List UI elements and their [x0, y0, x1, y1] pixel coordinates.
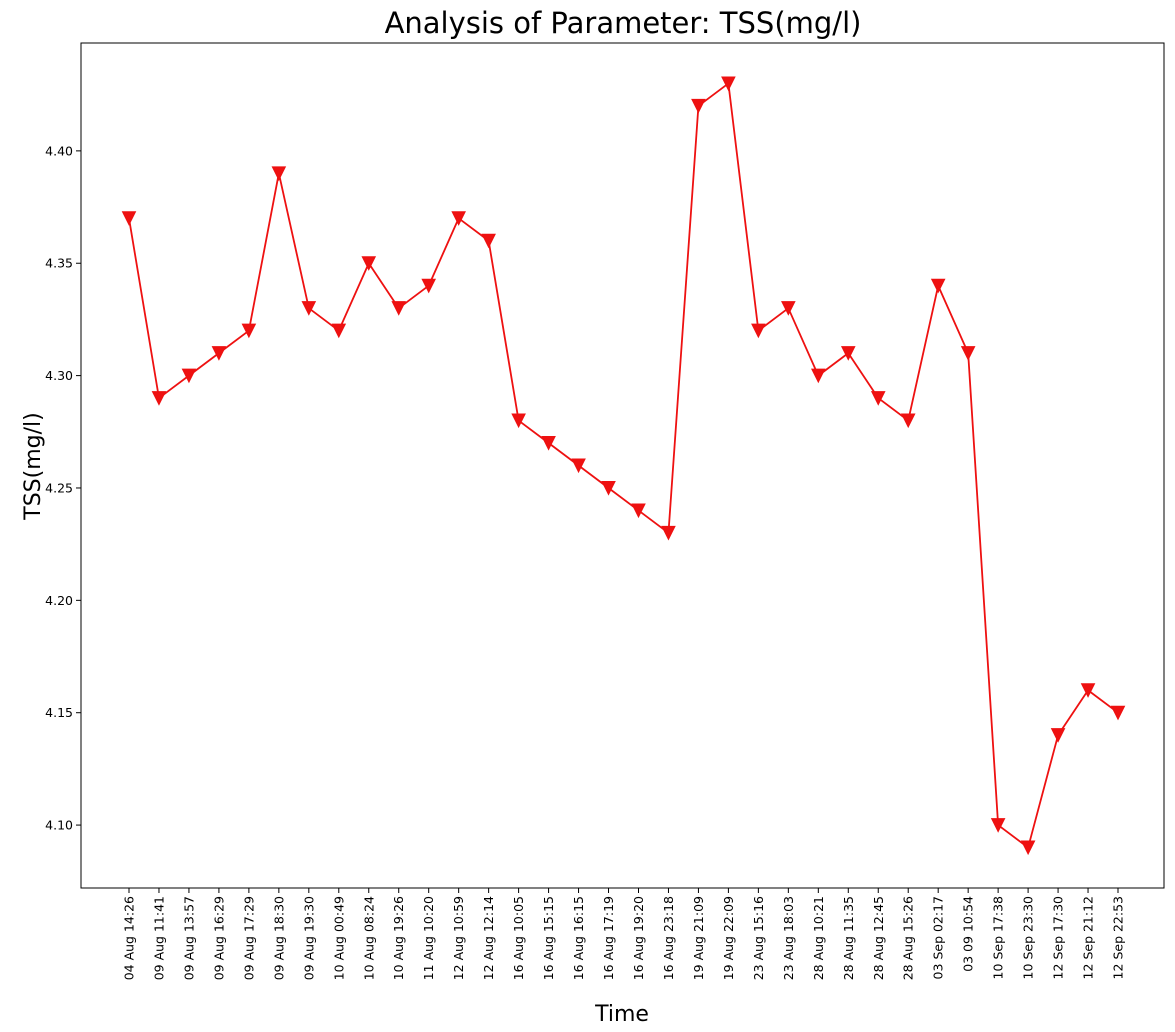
x-tick-label: 28 Aug 15:26 [901, 896, 916, 980]
data-point-marker [121, 211, 137, 226]
y-tick-label: 4.30 [45, 368, 73, 383]
x-tick-label: 28 Aug 10:21 [811, 896, 826, 980]
x-tick-label: 09 Aug 13:57 [181, 896, 196, 980]
x-tick-label: 09 Aug 16:29 [211, 896, 226, 980]
data-point-marker [391, 301, 407, 316]
data-point-marker [721, 76, 736, 92]
data-point-marker [781, 301, 796, 316]
data-point-marker [1110, 705, 1126, 721]
data-point-marker [571, 458, 586, 474]
x-tick-label: 09 Aug 11:41 [151, 896, 166, 980]
data-point-marker [271, 166, 287, 181]
series-tss [121, 76, 1126, 856]
x-tick-label: 09 Aug 18:30 [271, 896, 286, 980]
x-tick-label: 28 Aug 11:35 [841, 896, 856, 980]
data-point-marker [870, 391, 886, 406]
data-point-marker [181, 368, 197, 384]
data-point-marker [601, 480, 616, 496]
data-point-marker [990, 818, 1006, 833]
data-point-marker [331, 323, 347, 339]
data-point-marker [211, 346, 227, 361]
x-axis-ticks: 04 Aug 14:26 09 Aug 11:41 09 Aug 13:57 09 A… [122, 888, 1126, 980]
x-tick-label: 11 Aug 10:20 [421, 896, 436, 980]
data-point-marker [1080, 683, 1096, 698]
x-tick-label: 16 Aug 15:15 [541, 896, 556, 980]
x-tick-label: 23 Aug 18:03 [781, 896, 796, 980]
y-tick-label: 4.10 [45, 818, 73, 833]
x-tick-label: 23 Aug 15:16 [751, 896, 766, 980]
data-point-marker [421, 278, 437, 294]
data-point-marker [451, 211, 466, 226]
y-tick-label: 4.20 [45, 593, 73, 608]
chart-title: Analysis of Parameter: TSS(mg/l) [385, 6, 862, 40]
x-tick-label: 19 Aug 21:09 [691, 896, 706, 980]
x-tick-label: 19 Aug 22:09 [721, 896, 736, 980]
x-tick-label: 09 Aug 19:30 [301, 896, 316, 980]
data-point-marker [241, 323, 257, 339]
x-tick-label: 03 Sep 02:17 [931, 896, 946, 979]
x-tick-label: 16 Aug 17:19 [601, 896, 616, 980]
y-axis-ticks: 4.10 4.15 4.20 4.25 4.30 4.35 4.40 [45, 143, 81, 833]
x-tick-label: 12 Sep 21:12 [1081, 896, 1096, 979]
data-point-marker [751, 323, 766, 339]
data-point-marker [1020, 840, 1036, 856]
y-axis-label: TSS(mg/l) [21, 412, 46, 520]
data-point-marker [511, 413, 526, 429]
x-tick-label: 12 Sep 22:53 [1111, 896, 1126, 979]
x-tick-label: 16 Aug 10:05 [511, 896, 526, 980]
x-tick-label: 10 Aug 08:24 [361, 896, 376, 980]
x-tick-label: 10 Aug 00:49 [331, 896, 346, 980]
y-tick-label: 4.15 [45, 705, 73, 720]
data-point-marker [900, 413, 916, 429]
y-tick-label: 4.40 [45, 143, 73, 158]
x-tick-label: 10 Sep 23:30 [1021, 896, 1036, 979]
data-point-marker [930, 278, 946, 294]
x-tick-label: 28 Aug 12:45 [871, 896, 886, 980]
data-point-marker [1050, 728, 1066, 743]
data-point-marker [840, 346, 856, 361]
x-axis-label: Time [594, 1002, 649, 1027]
y-tick-label: 4.25 [45, 480, 73, 495]
x-tick-label: 03 09 10:54 [961, 896, 976, 972]
x-tick-label: 10 Aug 19:26 [391, 896, 406, 980]
data-point-marker [481, 233, 496, 249]
data-point-marker [960, 346, 976, 361]
x-tick-label: 04 Aug 14:26 [122, 896, 137, 980]
x-tick-label: 10 Sep 17:38 [991, 896, 1006, 979]
data-point-marker [691, 98, 706, 114]
plot-area-frame [80, 42, 1165, 889]
x-tick-label: 12 Aug 10:59 [451, 896, 466, 980]
data-point-marker [661, 525, 676, 541]
x-tick-label: 16 Aug 16:15 [571, 896, 586, 980]
series-line [128, 82, 1119, 849]
y-tick-label: 4.35 [45, 256, 73, 271]
data-point-marker [301, 301, 317, 316]
data-point-marker [361, 256, 377, 271]
data-point-marker [151, 391, 167, 406]
data-point-marker [811, 368, 826, 384]
x-tick-label: 16 Aug 23:18 [661, 896, 676, 980]
data-point-marker [541, 436, 556, 451]
x-tick-label: 12 Aug 12:14 [481, 896, 496, 980]
x-tick-label: 16 Aug 19:20 [631, 896, 646, 980]
data-point-marker [631, 503, 646, 519]
x-tick-label: 09 Aug 17:29 [241, 896, 256, 980]
x-tick-label: 12 Sep 17:30 [1051, 896, 1066, 979]
